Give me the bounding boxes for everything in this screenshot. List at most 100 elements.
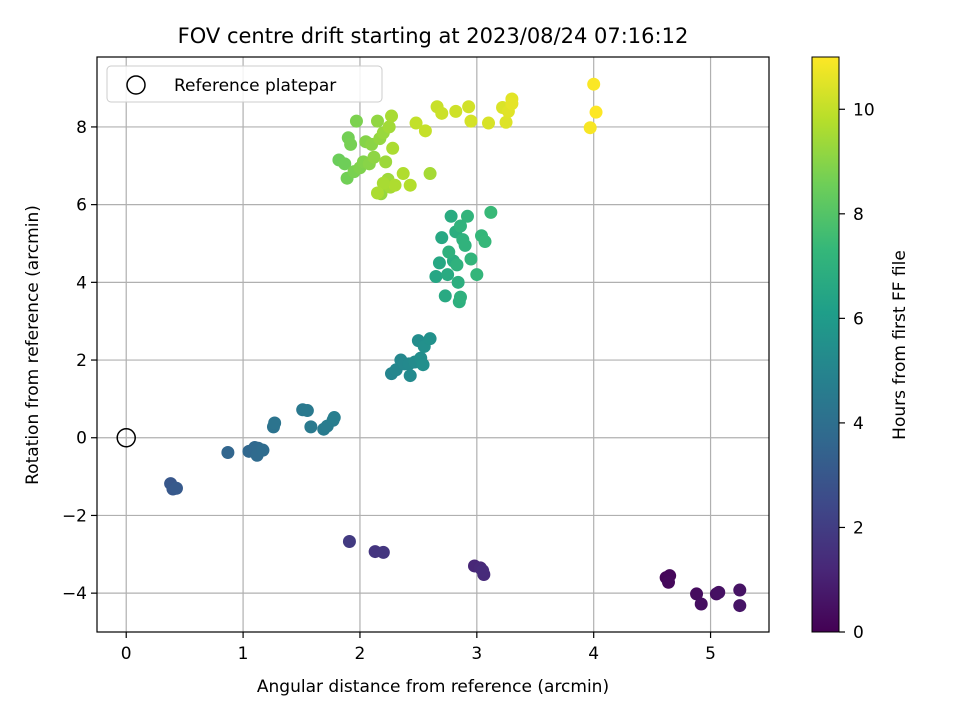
scatter-point [342,534,356,548]
scatter-point [386,141,400,155]
y-tick-label: 6 [76,196,87,216]
y-tick-label: 8 [76,118,87,138]
colorbar-label: Hours from first FF file [890,250,910,440]
scatter-point [423,167,437,181]
y-tick-label: 0 [76,429,87,449]
scatter-point [441,268,455,282]
scatter-point [470,268,484,282]
scatter-point [449,104,463,118]
scatter-point [409,116,423,130]
x-axis-ticks: 0 1 2 3 4 5 [121,632,716,664]
scatter-point [432,256,446,270]
legend-reference-marker [126,75,146,95]
scatter-point [370,114,384,128]
x-tick-label: 3 [471,644,482,664]
reference-platepar-marker [116,427,136,448]
scatter-point [403,178,417,192]
scatter-point [694,597,708,611]
y-tick-label: −4 [62,584,87,604]
scatter-point [450,258,464,272]
y-tick-label: −2 [62,506,87,526]
x-tick-label: 1 [238,644,249,664]
scatter-point [583,121,597,135]
scatter-point [589,105,603,119]
scatter-point [442,245,456,259]
colorbar-ticks: 0 2 4 6 8 10 [839,100,875,643]
colorbar-tick-label: 10 [853,100,875,120]
y-axis-ticks: −4 −2 0 2 4 6 8 [62,118,97,604]
scatter-point [733,583,747,597]
scatter-point [379,155,393,169]
y-tick-label: 4 [76,273,87,293]
scatter-point [444,209,458,223]
x-tick-label: 2 [355,644,366,664]
scatter-point [464,114,478,128]
scatter-point [460,209,474,223]
scatter-point [438,289,452,303]
scatter-point [587,77,601,91]
scatter-point [344,137,358,151]
scatter-point [385,109,399,123]
scatter-point [733,599,747,613]
scatter-point [458,238,472,252]
scatter-point [464,252,478,266]
colorbar-tick-label: 2 [853,518,864,538]
y-tick-label: 2 [76,351,87,371]
scatter-point [478,235,492,249]
scatter-point [327,411,341,425]
scatter-point [429,270,443,284]
scatter-point [370,186,384,200]
scatter-point [338,157,352,171]
scatter-point [418,124,432,138]
scatter-point [453,219,467,233]
x-tick-label: 5 [705,644,716,664]
scatter-point [661,575,675,589]
y-axis-label: Rotation from reference (arcmin) [23,205,43,485]
scatter-point [367,150,381,164]
scatter-point [300,404,314,418]
scatter-point [435,106,449,120]
scatter-point [416,358,430,372]
scatter-point [462,100,476,114]
scatter-point [268,416,282,430]
scatter-point [451,275,465,289]
x-tick-label: 4 [588,644,599,664]
scatter-point [499,115,513,129]
x-tick-label: 0 [121,644,132,664]
colorbar-gradient [811,56,840,633]
colorbar-tick-label: 8 [853,205,864,225]
legend-box [106,65,383,103]
scatter-point [221,446,235,460]
colorbar-tick-label: 6 [853,309,864,329]
scatter-point [376,545,390,559]
scatter-point [376,176,390,190]
colorbar: 0 2 4 6 8 10 Hours from first FF file [811,56,910,643]
scatter-point [256,443,270,457]
scatter-point [304,420,318,434]
legend: Reference platepar [106,65,383,103]
x-axis-label: Angular distance from reference (arcmin) [257,677,609,697]
scatter-point [349,114,363,128]
grid-lines [97,57,769,632]
scatter-point [476,564,490,578]
scatter-point [423,332,437,346]
scatter-points [164,77,747,613]
colorbar-tick-label: 0 [853,623,864,643]
scatter-point [403,369,417,383]
scatter-point [382,120,396,134]
scatter-point [484,205,498,219]
scatter-point [453,290,467,304]
legend-entry-reference: Reference platepar [174,76,336,96]
scatter-point [690,587,704,601]
chart-title: FOV centre drift starting at 2023/08/24 … [178,24,689,48]
colorbar-tick-label: 4 [853,414,864,434]
scatter-point [712,585,726,599]
scatter-point [169,481,183,495]
scatter-point [396,167,410,181]
scatter-point [435,231,449,245]
scatter-point [505,97,519,111]
scatter-point [482,116,496,130]
plot-frame [96,56,770,633]
scatter-point [388,178,402,192]
